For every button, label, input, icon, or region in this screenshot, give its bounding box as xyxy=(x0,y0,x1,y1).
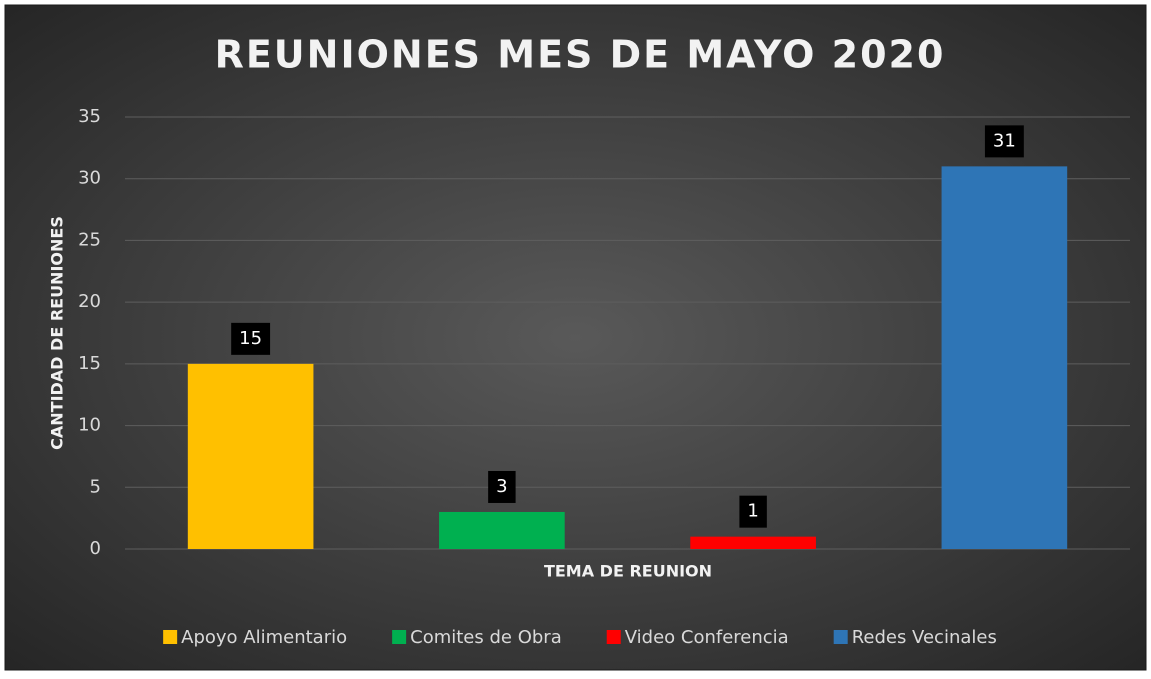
y-tick-label: 5 xyxy=(90,476,101,497)
chart-title: REUNIONES MES DE MAYO 2020 xyxy=(215,33,946,77)
legend-label: Apoyo Alimentario xyxy=(181,627,347,648)
bar xyxy=(690,536,816,549)
legend-swatch xyxy=(606,630,621,644)
data-label: 31 xyxy=(993,130,1016,151)
data-label-box xyxy=(739,495,767,528)
legend-label: Video Conferencia xyxy=(625,627,789,648)
bar xyxy=(941,166,1068,549)
data-label: 15 xyxy=(239,328,262,349)
y-axis-label: CANTIDAD DE REUNIONES xyxy=(48,216,67,450)
y-tick-label: 0 xyxy=(90,538,101,559)
y-tick-label: 25 xyxy=(78,229,101,250)
legend-label: Redes Vecinales xyxy=(852,627,997,648)
data-label: 1 xyxy=(747,501,758,522)
y-tick-label: 10 xyxy=(78,415,101,436)
data-label-box xyxy=(488,470,516,503)
legend-label: Comites de Obra xyxy=(410,627,562,648)
bar xyxy=(187,363,314,549)
y-tick-label: 20 xyxy=(78,291,101,312)
y-tick-label: 30 xyxy=(78,168,101,189)
legend-swatch xyxy=(163,630,178,644)
data-label-box xyxy=(231,322,271,355)
data-label-box xyxy=(984,125,1024,158)
bar xyxy=(439,511,565,549)
y-tick-label: 35 xyxy=(78,106,101,127)
legend-swatch xyxy=(392,630,407,644)
legend-swatch xyxy=(833,630,848,644)
y-tick-label: 15 xyxy=(78,353,101,374)
x-axis-label: TEMA DE REUNION xyxy=(544,562,712,581)
data-label: 3 xyxy=(496,476,507,497)
